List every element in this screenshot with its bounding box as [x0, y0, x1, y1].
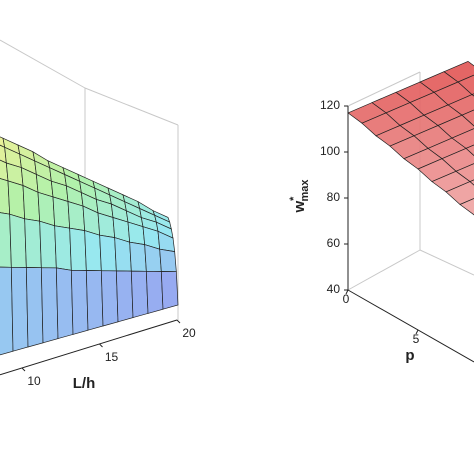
z-tick-label: 80 [327, 190, 341, 204]
surface-patch [54, 225, 72, 271]
x-tick [99, 343, 103, 348]
z-tick-label: 100 [320, 144, 340, 158]
plots: 10 15 20 40 60 80 100 120 0 5 [0, 60, 474, 388]
surface-patch [84, 230, 102, 272]
surface-patch [100, 270, 119, 327]
surface-patch [70, 269, 89, 335]
box-edge [0, 39, 86, 89]
surface-patch [55, 267, 74, 340]
surface-patch [445, 181, 474, 205]
surface-patch [0, 266, 14, 356]
surface-patch [9, 213, 27, 268]
surface-patch [37, 191, 56, 227]
x-tick-label: 15 [105, 350, 119, 364]
surface-patch [39, 220, 57, 269]
box-edge [419, 249, 474, 276]
surface-patch [129, 241, 147, 272]
surface-patch [67, 201, 86, 232]
surface-patch [465, 144, 474, 157]
surface-patch [115, 270, 134, 323]
z-label-base: w [291, 200, 308, 213]
box-edge [84, 87, 179, 126]
surface-patch [144, 244, 162, 272]
surface-patch [69, 227, 87, 271]
x-axis-label: p [405, 347, 414, 364]
surface-patch [40, 267, 59, 344]
surface-patch [10, 266, 29, 352]
surface-patch [145, 270, 164, 314]
z-axis-label: w*max [288, 179, 311, 214]
x-tick [345, 289, 349, 295]
x-tick [176, 319, 181, 324]
x-tick-label: 20 [182, 326, 196, 340]
box-edge [347, 71, 421, 107]
surface-patch [160, 271, 179, 310]
z-label-sub: max [299, 179, 311, 202]
x-tick-label: 10 [27, 374, 41, 388]
surface-patch [24, 218, 42, 269]
x-axis-line [347, 289, 474, 363]
surface-patch [130, 270, 149, 319]
x-axis-line [0, 319, 178, 376]
surface-patch [52, 196, 71, 229]
z-tick-label: 40 [327, 282, 341, 296]
z-tick-label: 60 [327, 236, 341, 250]
surface-patch [459, 198, 474, 216]
x-tick [415, 329, 419, 335]
x-axis-label: L/h [73, 375, 96, 392]
z-label-sup: * [288, 196, 300, 201]
surface-patch [7, 180, 26, 220]
x-tick-label: 5 [413, 332, 420, 346]
surface-patch [99, 234, 117, 272]
surface-patch [159, 248, 177, 273]
z-tick-label: 120 [320, 98, 340, 112]
surface-patch [25, 267, 44, 348]
x-tick-label: 0 [343, 292, 350, 306]
x-tick [21, 367, 26, 372]
surface-patch [85, 270, 104, 331]
box-edge [347, 249, 421, 291]
surface-patch [114, 237, 132, 272]
